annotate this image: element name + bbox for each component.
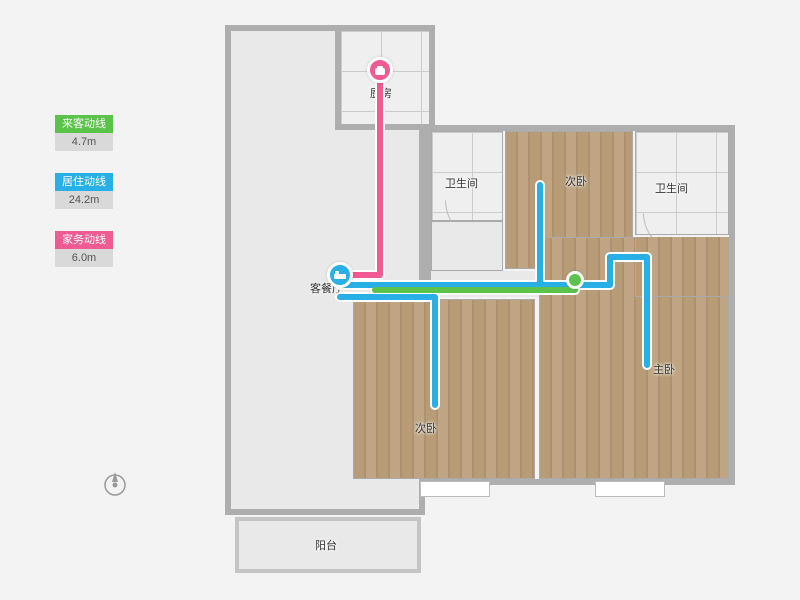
label-master: 主卧 bbox=[653, 361, 675, 377]
legend-living-title: 居住动线 bbox=[55, 173, 113, 191]
legend: 来客动线 4.7m 居住动线 24.2m 家务动线 6.0m bbox=[55, 115, 113, 289]
node-living-icon bbox=[327, 262, 353, 288]
label-bedroom2a: 次卧 bbox=[565, 173, 587, 189]
legend-chore-value: 6.0m bbox=[55, 249, 113, 267]
compass-icon bbox=[100, 470, 130, 505]
window-bedroom2b bbox=[420, 481, 490, 497]
node-hub-icon bbox=[566, 271, 584, 289]
legend-guest-value: 4.7m bbox=[55, 133, 113, 151]
label-kitchen: 厨房 bbox=[370, 85, 392, 101]
node-kitchen-icon bbox=[367, 57, 393, 83]
room-bedroom2b bbox=[353, 299, 535, 479]
room-master-top bbox=[635, 237, 729, 297]
label-bath2: 卫生间 bbox=[655, 180, 688, 196]
label-bedroom2b: 次卧 bbox=[415, 420, 437, 436]
legend-guest-title: 来客动线 bbox=[55, 115, 113, 133]
label-balcony: 阳台 bbox=[315, 537, 337, 553]
label-bath1: 卫生间 bbox=[445, 175, 478, 191]
legend-guest: 来客动线 4.7m bbox=[55, 115, 113, 151]
floorplan: 客餐厅 厨房 卫生间 次卧 卫生间 次卧 主卧 阳台 bbox=[225, 25, 735, 580]
legend-chore: 家务动线 6.0m bbox=[55, 231, 113, 267]
window-master bbox=[595, 481, 665, 497]
legend-chore-title: 家务动线 bbox=[55, 231, 113, 249]
legend-living: 居住动线 24.2m bbox=[55, 173, 113, 209]
legend-living-value: 24.2m bbox=[55, 191, 113, 209]
room-vestibule bbox=[431, 221, 503, 271]
